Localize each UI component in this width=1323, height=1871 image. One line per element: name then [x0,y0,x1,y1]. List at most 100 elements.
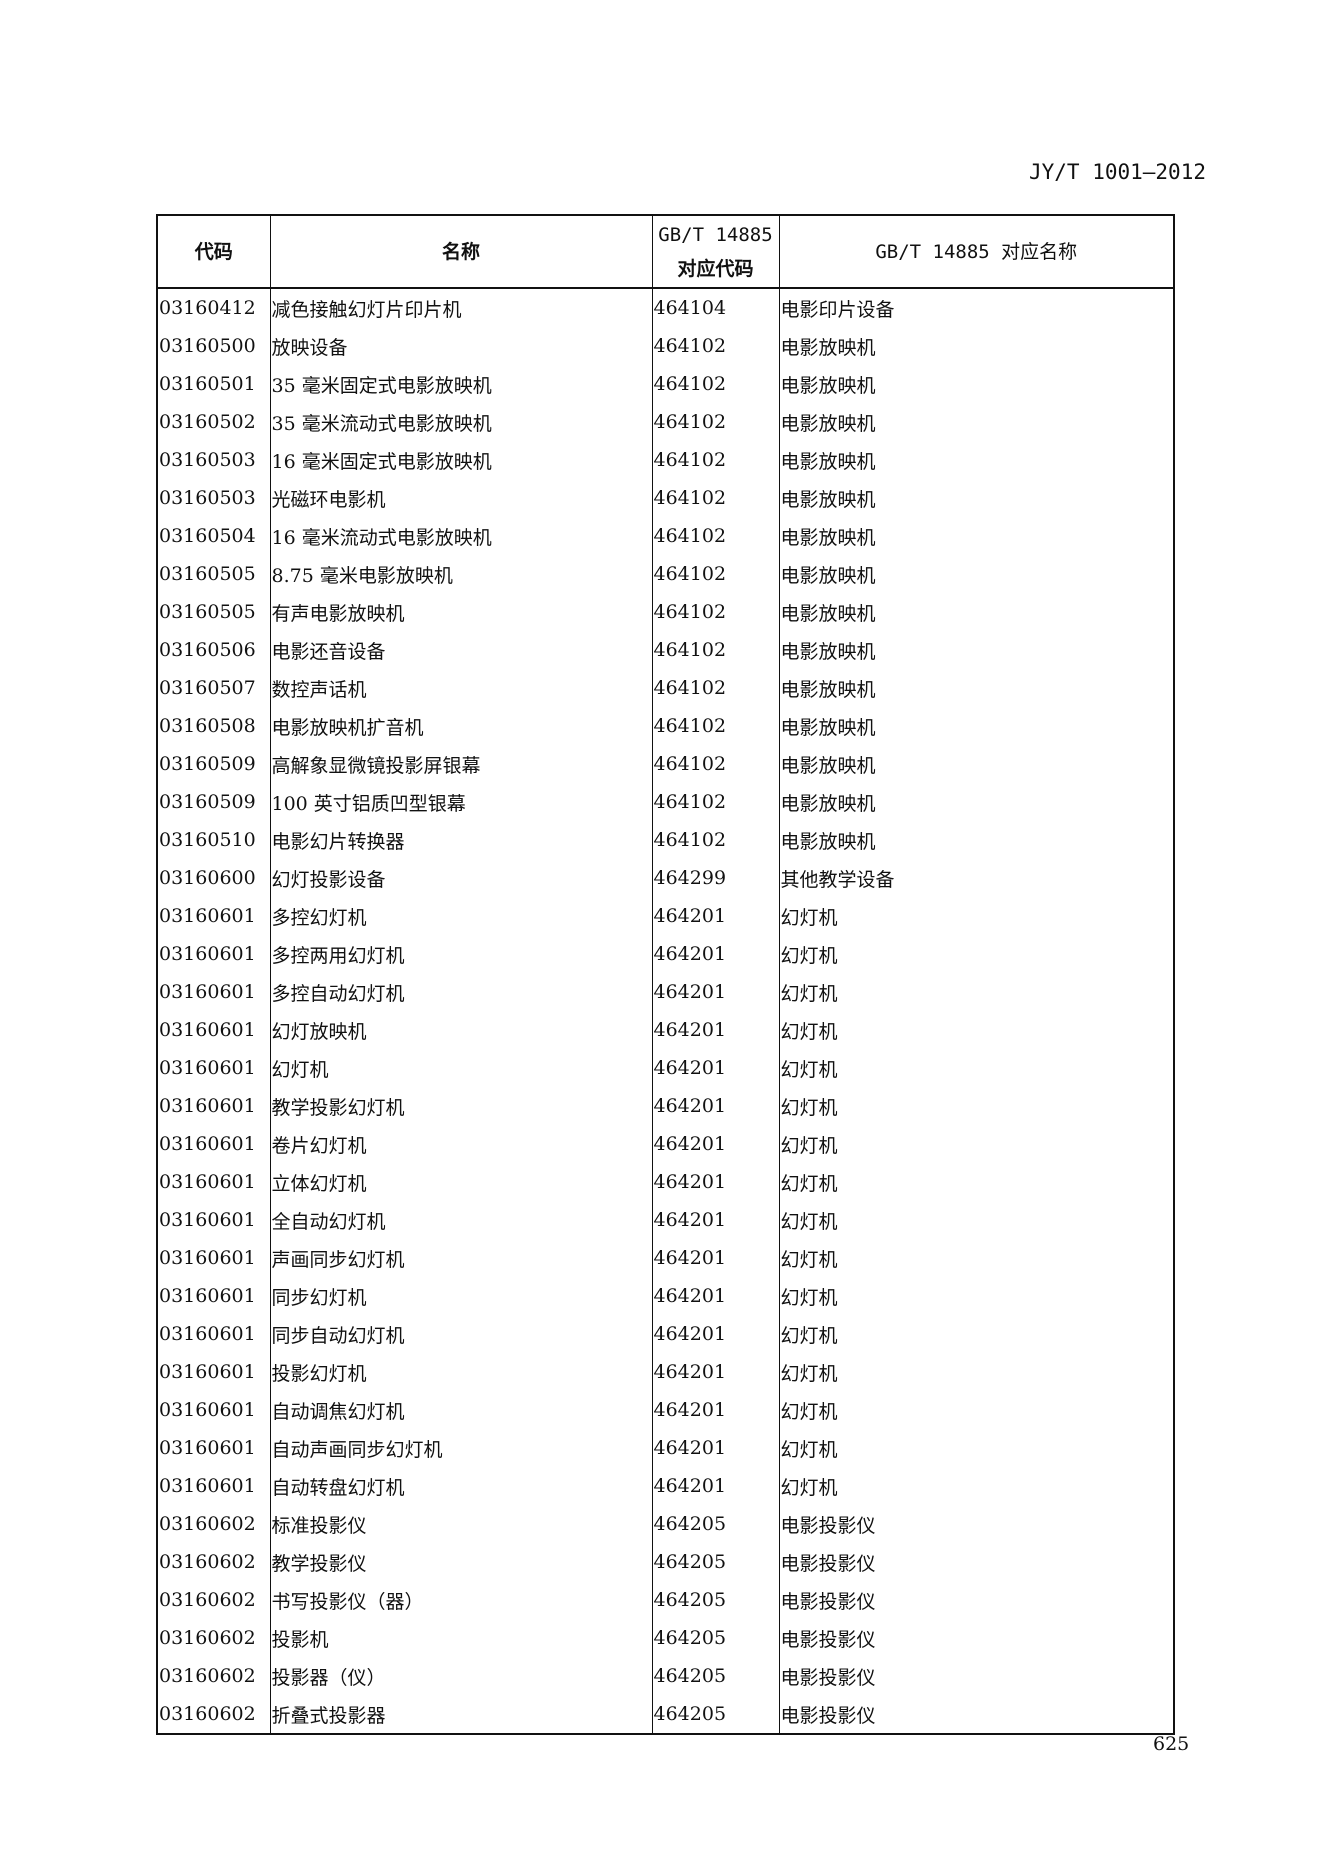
cell-gb-code: 464102 [651,821,780,859]
cell-gb-name: 电影放映机 [778,327,1175,365]
cell-code: 03160601 [156,1011,271,1049]
cell-name: 幻灯机 [269,1049,653,1087]
cell-gb-name: 电影放映机 [778,593,1175,631]
cell-name: 幻灯投影设备 [269,859,653,897]
cell-code: 03160601 [156,897,271,935]
cell-gb-name: 电影投影仪 [778,1505,1175,1543]
table-row: 03160601 教学投影幻灯机 464201 幻灯机 [156,1087,1175,1125]
table-row: 03160602 折叠式投影器 464205 电影投影仪 [156,1695,1175,1734]
cell-code: 03160509 [156,745,271,783]
cell-gb-name: 幻灯机 [778,897,1175,935]
table-row: 03160601 幻灯机 464201 幻灯机 [156,1049,1175,1087]
table-row: 03160601 多控两用幻灯机 464201 幻灯机 [156,935,1175,973]
table-row: 03160600 幻灯投影设备 464299 其他教学设备 [156,859,1175,897]
cell-name: 有声电影放映机 [269,593,653,631]
cell-code: 03160505 [156,555,271,593]
cell-gb-code: 464201 [651,1087,780,1125]
cell-name: 多控两用幻灯机 [269,935,653,973]
cell-name: 标准投影仪 [269,1505,653,1543]
col-code: 代码 [156,214,271,289]
cell-name: 35 毫米固定式电影放映机 [269,365,653,403]
cell-code: 03160602 [156,1543,271,1581]
cell-gb-code: 464205 [651,1619,780,1657]
cell-gb-code: 464102 [651,441,780,479]
table-row: 03160503 16 毫米固定式电影放映机 464102 电影放映机 [156,441,1175,479]
cell-name: 卷片幻灯机 [269,1125,653,1163]
cell-name: 多控自动幻灯机 [269,973,653,1011]
cell-name: 书写投影仪（器） [269,1581,653,1619]
cell-code: 03160503 [156,441,271,479]
cell-code: 03160505 [156,593,271,631]
cell-gb-code: 464102 [651,517,780,555]
cell-name: 声画同步幻灯机 [269,1239,653,1277]
cell-gb-name: 电影投影仪 [778,1581,1175,1619]
table-row: 03160601 声画同步幻灯机 464201 幻灯机 [156,1239,1175,1277]
cell-gb-code: 464102 [651,327,780,365]
cell-gb-name: 电影放映机 [778,441,1175,479]
cell-gb-code: 464201 [651,1353,780,1391]
cell-name: 放映设备 [269,327,653,365]
cell-name: 电影还音设备 [269,631,653,669]
col-gb-code: GB/T 14885 对应代码 [651,214,780,289]
col-gb-code-line2: 对应代码 [677,257,754,280]
cell-gb-code: 464205 [651,1543,780,1581]
cell-code: 03160412 [156,288,271,327]
table-row: 03160502 35 毫米流动式电影放映机 464102 电影放映机 [156,403,1175,441]
table-row: 03160504 16 毫米流动式电影放映机 464102 电影放映机 [156,517,1175,555]
cell-code: 03160504 [156,517,271,555]
cell-gb-code: 464201 [651,897,780,935]
page-number: 625 [1153,1733,1190,1755]
cell-gb-code: 464102 [651,631,780,669]
cell-name: 电影幻片转换器 [269,821,653,859]
cell-gb-code: 464201 [651,1201,780,1239]
cell-code: 03160601 [156,1429,271,1467]
cell-gb-code: 464201 [651,1049,780,1087]
cell-code: 03160602 [156,1505,271,1543]
table-row: 03160601 同步自动幻灯机 464201 幻灯机 [156,1315,1175,1353]
cell-gb-name: 幻灯机 [778,935,1175,973]
cell-gb-code: 464205 [651,1695,780,1734]
cell-gb-name: 幻灯机 [778,1163,1175,1201]
cell-gb-code: 464201 [651,1011,780,1049]
cell-name: 高解象显微镜投影屏银幕 [269,745,653,783]
cell-gb-code: 464205 [651,1505,780,1543]
cell-code: 03160601 [156,1239,271,1277]
table-row: 03160601 多控幻灯机 464201 幻灯机 [156,897,1175,935]
table-header-row: 代码 名称 GB/T 14885 对应代码 GB/T 14885 对应名称 [156,214,1175,289]
cell-code: 03160602 [156,1581,271,1619]
cell-gb-name: 幻灯机 [778,1087,1175,1125]
cell-name: 自动转盘幻灯机 [269,1467,653,1505]
code-table: 代码 名称 GB/T 14885 对应代码 GB/T 14885 对应名称 031… [156,214,1175,1735]
cell-gb-name: 电影放映机 [778,821,1175,859]
cell-gb-name: 幻灯机 [778,1315,1175,1353]
cell-gb-name: 电影放映机 [778,669,1175,707]
cell-code: 03160601 [156,973,271,1011]
cell-name: 全自动幻灯机 [269,1201,653,1239]
table-row: 03160601 多控自动幻灯机 464201 幻灯机 [156,973,1175,1011]
cell-gb-name: 电影放映机 [778,365,1175,403]
cell-gb-code: 464102 [651,555,780,593]
cell-code: 03160601 [156,1125,271,1163]
table-row: 03160601 自动声画同步幻灯机 464201 幻灯机 [156,1429,1175,1467]
cell-code: 03160601 [156,1391,271,1429]
cell-gb-code: 464102 [651,707,780,745]
cell-gb-code: 464201 [651,1277,780,1315]
cell-name: 折叠式投影器 [269,1695,653,1734]
cell-name: 35 毫米流动式电影放映机 [269,403,653,441]
table-row: 03160602 投影机 464205 电影投影仪 [156,1619,1175,1657]
cell-gb-code: 464201 [651,1429,780,1467]
cell-name: 投影幻灯机 [269,1353,653,1391]
cell-gb-name: 电影投影仪 [778,1695,1175,1734]
cell-name: 自动调焦幻灯机 [269,1391,653,1429]
cell-gb-name: 电影放映机 [778,403,1175,441]
table-row: 03160412 减色接触幻灯片印片机 464104 电影印片设备 [156,288,1175,327]
cell-code: 03160601 [156,1467,271,1505]
cell-gb-name: 电影放映机 [778,517,1175,555]
cell-gb-code: 464102 [651,479,780,517]
table-row: 03160602 书写投影仪（器） 464205 电影投影仪 [156,1581,1175,1619]
cell-gb-code: 464102 [651,783,780,821]
cell-gb-code: 464102 [651,745,780,783]
table-row: 03160601 全自动幻灯机 464201 幻灯机 [156,1201,1175,1239]
cell-name: 同步自动幻灯机 [269,1315,653,1353]
